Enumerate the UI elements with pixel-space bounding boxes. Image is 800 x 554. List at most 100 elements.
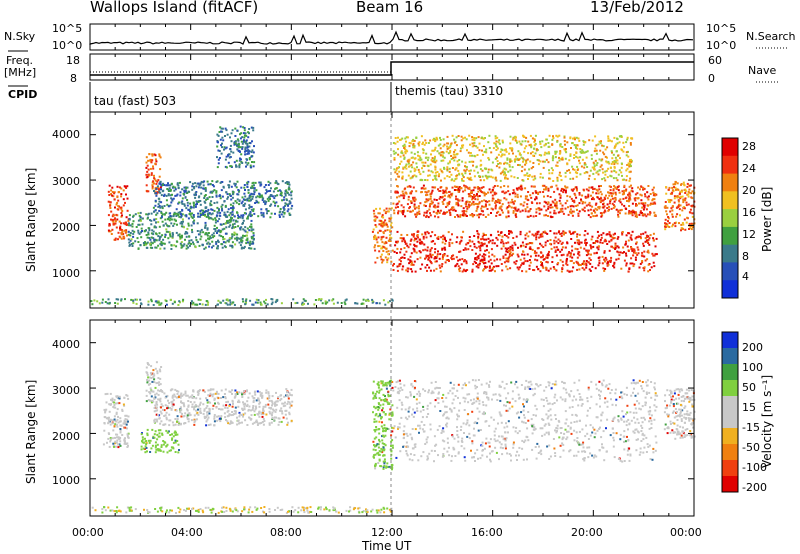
echo-cell bbox=[555, 134, 558, 137]
ground-scatter-cell bbox=[391, 299, 394, 302]
ground-scatter-cell bbox=[199, 299, 202, 301]
ground-scatter-cell bbox=[371, 298, 374, 301]
echo-cell bbox=[455, 201, 458, 204]
echo-cell bbox=[569, 260, 572, 262]
echo-cell bbox=[219, 126, 222, 129]
echo-cell bbox=[491, 199, 494, 202]
echo-cell bbox=[521, 241, 524, 244]
echo-cell bbox=[599, 238, 602, 241]
echo-cell bbox=[678, 222, 680, 225]
echo-cell bbox=[379, 229, 382, 232]
echo-cell bbox=[146, 434, 149, 437]
echo-cell bbox=[461, 144, 463, 147]
echo-cell bbox=[256, 195, 259, 198]
echo-cell bbox=[117, 396, 120, 399]
echo-cell bbox=[590, 157, 593, 160]
echo-cell bbox=[449, 196, 452, 199]
echo-cell bbox=[527, 152, 530, 155]
echo-cell bbox=[618, 141, 621, 144]
echo-cell bbox=[228, 184, 231, 187]
echo-cell bbox=[217, 149, 220, 152]
echo-cell bbox=[419, 239, 422, 242]
echo-cell bbox=[146, 428, 149, 431]
echo-cell bbox=[503, 171, 506, 174]
echo-cell bbox=[185, 187, 188, 190]
echo-cell bbox=[216, 156, 218, 159]
echo-cell bbox=[444, 238, 446, 241]
echo-cell bbox=[625, 208, 628, 210]
echo-cell bbox=[504, 172, 506, 175]
echo-cell bbox=[222, 223, 225, 225]
echo-cell bbox=[429, 214, 432, 217]
echo-cell bbox=[402, 192, 405, 195]
echo-cell bbox=[234, 389, 237, 392]
echo-cell bbox=[479, 188, 482, 191]
echo-cell bbox=[569, 153, 572, 156]
echo-cell bbox=[618, 135, 621, 138]
echo-cell bbox=[524, 208, 527, 211]
echo-cell bbox=[250, 155, 253, 158]
echo-cell bbox=[443, 236, 446, 239]
echo-cell bbox=[603, 209, 606, 212]
echo-cell bbox=[463, 184, 466, 187]
echo-cell bbox=[563, 148, 566, 151]
echo-cell bbox=[620, 162, 623, 165]
ground-scatter-cell bbox=[165, 303, 168, 306]
echo-cell bbox=[455, 241, 458, 244]
echo-cell bbox=[432, 138, 435, 141]
echo-cell bbox=[137, 212, 140, 215]
echo-cell bbox=[413, 205, 416, 208]
echo-cell bbox=[417, 212, 419, 215]
echo-cell bbox=[275, 180, 278, 183]
ground-scatter-cell bbox=[244, 303, 247, 306]
echo-cell bbox=[512, 202, 515, 205]
echo-cell bbox=[520, 244, 523, 247]
echo-cell bbox=[242, 140, 245, 143]
echo-cell bbox=[640, 185, 643, 188]
echo-cell bbox=[186, 191, 189, 194]
echo-cell bbox=[465, 138, 468, 141]
echo-cell bbox=[195, 193, 197, 196]
echo-cell bbox=[474, 198, 477, 201]
echo-cell bbox=[529, 255, 532, 258]
echo-cell bbox=[161, 234, 164, 237]
echo-cell bbox=[604, 268, 607, 270]
echo-cell bbox=[167, 237, 170, 240]
echo-cell bbox=[623, 204, 626, 207]
echo-cell bbox=[511, 138, 514, 141]
echo-cell bbox=[561, 146, 564, 148]
echo-cell bbox=[429, 250, 432, 253]
echo-cell bbox=[479, 247, 482, 249]
echo-cell bbox=[236, 193, 239, 196]
echo-cell bbox=[473, 245, 476, 248]
echo-cell bbox=[536, 159, 539, 161]
echo-cell bbox=[125, 229, 128, 232]
echo-cell bbox=[529, 208, 532, 210]
echo-cell bbox=[522, 250, 524, 253]
echo-cell bbox=[564, 246, 567, 249]
echo-cell bbox=[473, 203, 475, 206]
echo-cell bbox=[511, 192, 514, 195]
echo-cell bbox=[163, 247, 166, 250]
echo-cell bbox=[182, 220, 184, 223]
echo-cell bbox=[249, 142, 252, 145]
echo-cell bbox=[612, 177, 615, 180]
ground-scatter-cell bbox=[155, 300, 158, 303]
echo-cell bbox=[491, 161, 494, 164]
ground-scatter-cell bbox=[198, 303, 201, 305]
echo-cell bbox=[582, 143, 585, 146]
echo-cell bbox=[451, 258, 453, 261]
echo-cell bbox=[573, 144, 576, 146]
echo-cell bbox=[138, 214, 141, 217]
echo-cell bbox=[234, 140, 237, 143]
echo-cell bbox=[543, 144, 546, 147]
echo-cell bbox=[188, 244, 191, 247]
echo-cell bbox=[115, 411, 118, 414]
echo-cell bbox=[558, 174, 561, 177]
echo-cell bbox=[120, 424, 123, 427]
echo-cell bbox=[475, 246, 478, 249]
echo-cell bbox=[496, 185, 499, 187]
echo-cell bbox=[563, 233, 565, 236]
echo-cell bbox=[587, 261, 590, 264]
echo-cell bbox=[173, 244, 176, 247]
